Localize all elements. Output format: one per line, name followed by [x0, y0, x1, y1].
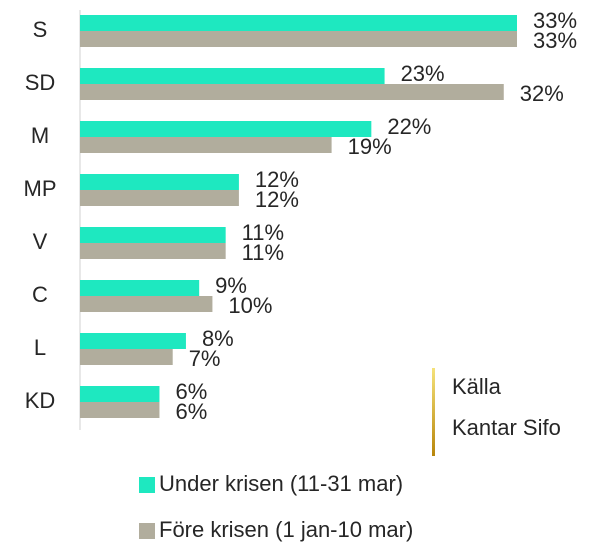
source-label: Källa	[452, 374, 502, 399]
source-name: Kantar Sifo	[452, 415, 561, 440]
legend-label: Före krisen (1 jan-10 mar)	[159, 517, 413, 542]
bar	[80, 137, 332, 153]
value-label: 7%	[189, 346, 221, 371]
category-label: L	[34, 335, 46, 360]
bar	[80, 174, 239, 190]
category-label: V	[33, 229, 48, 254]
category-label: S	[33, 17, 48, 42]
value-label: 22%	[387, 114, 431, 139]
bar	[80, 243, 226, 259]
bar	[80, 227, 226, 243]
bar	[80, 15, 517, 31]
value-label: 11%	[242, 220, 284, 245]
bar	[80, 68, 385, 84]
legend-label: Under krisen (11-31 mar)	[159, 471, 403, 496]
value-label: 32%	[520, 81, 564, 106]
legend-swatch	[139, 523, 155, 539]
bar	[80, 296, 213, 312]
bar	[80, 402, 160, 418]
category-label: KD	[25, 388, 56, 413]
category-label: SD	[25, 70, 56, 95]
source-divider	[432, 368, 435, 456]
bar	[80, 121, 372, 137]
value-label: 19%	[348, 134, 392, 159]
value-label: 33%	[533, 8, 577, 33]
value-label: 33%	[533, 28, 577, 53]
value-label: 6%	[175, 399, 207, 424]
bar	[80, 190, 239, 206]
value-label: 10%	[228, 293, 272, 318]
bar	[80, 333, 186, 349]
value-label: 11%	[242, 240, 284, 265]
bar	[80, 386, 160, 402]
legend-swatch	[139, 477, 155, 493]
value-label: 12%	[255, 187, 299, 212]
value-label: 12%	[255, 167, 299, 192]
value-label: 8%	[202, 326, 234, 351]
value-label: 6%	[175, 379, 207, 404]
bar	[80, 349, 173, 365]
category-label: C	[32, 282, 48, 307]
category-label: MP	[24, 176, 57, 201]
bar	[80, 84, 504, 100]
value-label: 23%	[401, 61, 445, 86]
category-label: M	[31, 123, 49, 148]
bar	[80, 280, 200, 296]
bar	[80, 31, 517, 47]
value-label: 9%	[215, 273, 247, 298]
